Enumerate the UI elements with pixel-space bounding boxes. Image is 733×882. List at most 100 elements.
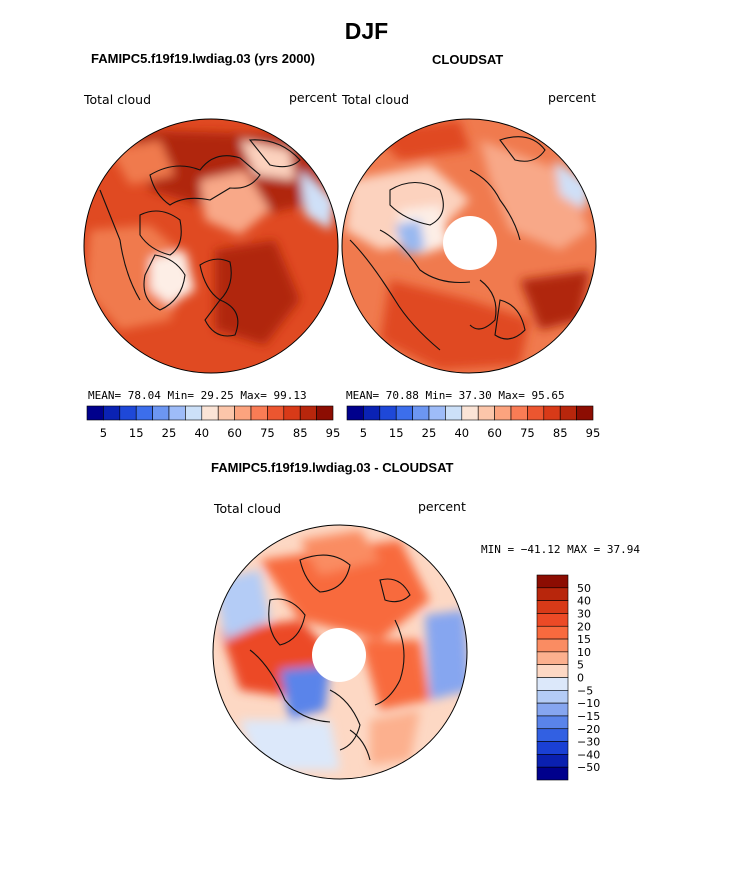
panel2-right-label: percent — [548, 90, 596, 105]
colorbar2-swatch — [428, 405, 446, 421]
colorbar1-tick-label: 5 — [100, 426, 107, 440]
colorbar2-swatch — [379, 405, 397, 421]
colorbar3-swatch — [536, 625, 569, 640]
colorbar1-swatch — [283, 405, 301, 421]
map2-field-e — [520, 270, 590, 330]
colorbar2-swatch — [510, 405, 528, 421]
colorbar2-swatch — [559, 405, 577, 421]
colorbar3-tick-label: −5 — [577, 684, 593, 697]
map3-field-a — [260, 540, 430, 640]
colorbar3-swatch — [536, 728, 569, 742]
colorbar3-tick-label: 5 — [577, 659, 584, 672]
colorbar3-swatch — [536, 715, 569, 730]
colorbar1-swatch — [201, 405, 219, 421]
colorbar1-swatch — [316, 405, 334, 421]
colorbar3-tick-label: −40 — [577, 748, 600, 761]
colorbar1-tick-label: 85 — [293, 426, 308, 440]
panel2-mean: 70.88 — [385, 389, 419, 402]
colorbar2-swatch — [543, 405, 561, 421]
map3-border — [212, 524, 468, 780]
colorbar2-swatch — [576, 405, 594, 421]
colorbar1-swatch — [168, 405, 186, 421]
colorbar1-swatch — [119, 405, 137, 421]
colorbar3-tick-label: 40 — [577, 595, 591, 608]
map3-coastlines — [249, 554, 411, 761]
colorbar2-swatch — [477, 405, 495, 421]
colorbar3-swatch — [536, 613, 569, 627]
panel2-min: 37.30 — [458, 389, 492, 402]
map2-field-h — [395, 220, 425, 255]
colorbar2-swatch — [494, 405, 512, 421]
diff-title: FAMIPC5.f19f19.lwdiag.03 - CLOUDSAT — [211, 460, 454, 475]
colorbars: 5 15 25 40 60 75 85 95 5 15 25 40 60 75 85 955040302015… — [86, 405, 600, 781]
colorbar1-tick-label: 60 — [227, 426, 242, 440]
model-polar-map — [83, 118, 339, 374]
colorbar3-swatch — [536, 741, 569, 755]
colorbar2-tick-label: 25 — [422, 426, 437, 440]
colorbar1-swatch — [250, 405, 268, 421]
colorbar2-swatch — [346, 405, 364, 421]
panel2-title: CLOUDSAT — [432, 52, 504, 67]
colorbar2-swatch — [445, 405, 463, 421]
colorbar1-tick-label: 95 — [326, 426, 341, 440]
colorbar1-swatch — [86, 405, 104, 421]
cloudsat-polar-map — [341, 118, 597, 374]
map3-field-h — [370, 710, 420, 765]
diff-right-label: percent — [418, 499, 466, 514]
panel1-title: FAMIPC5.f19f19.lwdiag.03 (yrs 2000) — [91, 51, 315, 66]
colorbar1-tick-label: 40 — [194, 426, 209, 440]
colorbar3-swatch — [536, 702, 569, 717]
map1-coastlines — [99, 139, 301, 337]
map1-field-d — [200, 170, 270, 235]
colorbar3-tick-label: −15 — [577, 710, 600, 723]
colorbar3-swatch — [536, 690, 569, 704]
panel1-max-label: Max= — [240, 389, 267, 402]
panel2-stats: MEAN= 70.88 Min= 37.30 Max= 95.65 — [346, 389, 565, 402]
map1-field-c — [215, 240, 300, 345]
colorbar2-swatch — [363, 405, 381, 421]
panel1-max: 99.13 — [273, 389, 307, 402]
colorbar3-swatch — [536, 587, 569, 601]
map2-border — [341, 118, 597, 374]
map3-field-i — [300, 530, 380, 575]
panel1-stats: MEAN= 78.04 Min= 29.25 Max= 99.13 — [88, 389, 307, 402]
colorbar1-tick-label: 25 — [162, 426, 177, 440]
colorbar2-swatch — [461, 405, 479, 421]
panel1-mean: 78.04 — [127, 389, 161, 402]
map3-field-e — [425, 610, 467, 700]
colorbar2-swatch — [527, 405, 545, 421]
colorbar3-tick-label: 30 — [577, 607, 591, 620]
colorbar1-swatch — [185, 405, 203, 421]
colorbar2-tick-label: 75 — [520, 426, 535, 440]
colorbar3-tick-label: −50 — [577, 761, 600, 774]
map2-polar-gap — [443, 216, 497, 270]
colorbar2-swatch — [412, 405, 430, 421]
colorbar1-swatch — [299, 405, 317, 421]
map3-polar-gap — [312, 628, 366, 682]
difference-polar-map — [212, 524, 468, 780]
map2-field-b — [480, 140, 590, 250]
colorbar3-tick-label: −30 — [577, 736, 600, 749]
panel2-mean-label: MEAN= — [346, 389, 380, 402]
colorbar3-swatch — [536, 754, 569, 768]
colorbar3-swatch — [536, 638, 569, 653]
map3-field-f — [280, 665, 330, 720]
colorbar1-swatch — [217, 405, 235, 421]
diff-left-label: Total cloud — [214, 501, 282, 516]
colorbar2-swatch — [395, 405, 413, 421]
colorbar3-tick-label: 0 — [577, 672, 584, 685]
map1-field-e — [150, 250, 195, 305]
colorbar2-tick-label: 85 — [553, 426, 568, 440]
colorbar1-swatch — [267, 405, 285, 421]
colorbar3-tick-label: 10 — [577, 646, 591, 659]
panel1-min: 29.25 — [200, 389, 234, 402]
colorbar3-swatch — [536, 677, 569, 691]
map2-coastlines — [349, 136, 546, 351]
map1-field-f — [300, 170, 335, 230]
colorbar3-tick-label: 15 — [577, 633, 591, 646]
map1-field-b — [85, 225, 190, 330]
colorbar1-tick-label: 75 — [260, 426, 275, 440]
colorbar1-tick-label: 15 — [129, 426, 144, 440]
colorbar3-tick-label: 20 — [577, 620, 591, 633]
